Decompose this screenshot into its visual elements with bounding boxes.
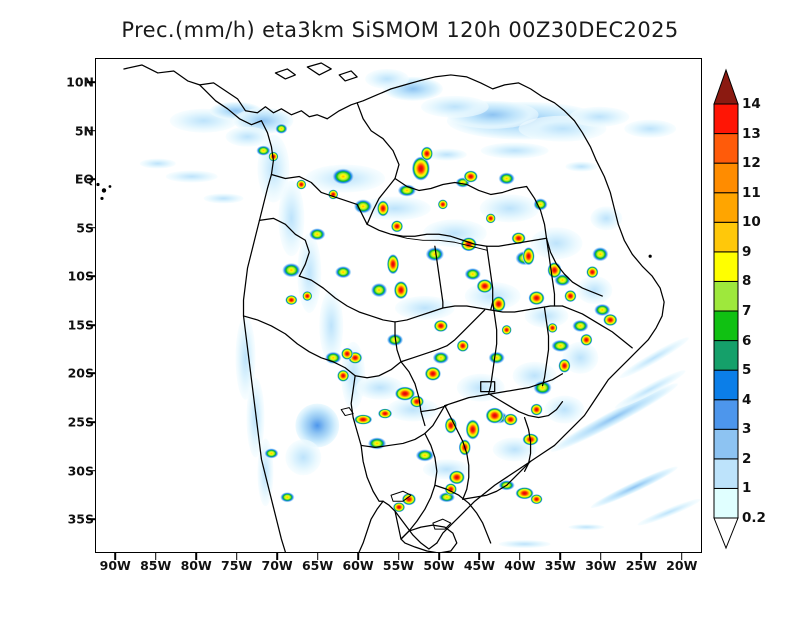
colorbar-band <box>713 192 739 223</box>
x-axis-tick-label: 70W <box>261 558 293 573</box>
x-axis-tick-label: 65W <box>301 558 334 573</box>
y-axis-tick-label: 35S <box>67 511 94 527</box>
x-axis-tick-mark <box>640 553 643 560</box>
fernando-de-noronha <box>648 254 652 258</box>
x-axis-tick-mark <box>357 553 359 560</box>
y-axis-tick-label: 10S <box>67 268 94 284</box>
y-axis-tick-label: 20S <box>67 365 94 381</box>
x-axis-tick-label: 50W <box>423 558 455 573</box>
colorbar-tick-label: 11 <box>742 184 761 201</box>
y-axis-tick-mark <box>87 178 95 181</box>
y-axis-tick-mark <box>87 275 95 278</box>
colorbar-band <box>713 251 739 282</box>
colorbar-tick-label: 8 <box>742 273 752 290</box>
colorbar-tick-label: 2 <box>742 450 752 467</box>
y-axis-tick-mark <box>87 129 95 132</box>
x-axis-tick-label: 55W <box>382 558 415 573</box>
x-axis-tick-label: 20W <box>666 558 698 573</box>
map-coastlines <box>123 62 665 552</box>
colorbar-band <box>713 280 739 312</box>
y-axis-tick-label: 25S <box>67 414 94 430</box>
x-axis-tick-label: 85W <box>140 558 172 573</box>
x-axis-tick-label: 25W <box>625 558 657 573</box>
x-axis-tick-mark <box>519 553 521 560</box>
x-axis-tick-mark <box>114 553 117 560</box>
colorbar-tick-label: 14 <box>742 96 761 112</box>
colorbar-tick-label: 13 <box>742 125 761 142</box>
precip-layer-light <box>139 68 701 549</box>
x-axis-tick-label: 60W <box>342 558 374 573</box>
colorbar-tick-label: 12 <box>742 155 761 172</box>
colorbar <box>713 68 739 550</box>
x-axis-tick-mark <box>478 553 481 560</box>
x-axis-tick-label: 40W <box>504 558 536 573</box>
x-axis-tick-label: 35W <box>544 558 576 573</box>
colorbar-swatches <box>713 68 739 550</box>
colorbar-band <box>713 340 739 371</box>
y-axis-tick-label: 5S <box>76 220 94 236</box>
x-axis-tick-mark <box>559 553 562 560</box>
x-axis-tick-mark <box>316 553 319 560</box>
colorbar-over-arrow <box>713 68 739 105</box>
colorbar-band <box>713 399 739 430</box>
colorbar-band <box>713 310 739 342</box>
colorbar-tick-label: 9 <box>742 243 752 260</box>
x-axis-tick-mark <box>680 553 683 560</box>
colorbar-under-arrow <box>713 517 739 550</box>
x-axis-tick-label: 45W <box>463 558 496 573</box>
x-axis-tick-mark <box>154 553 157 560</box>
y-axis-tick-label: EQ <box>74 171 94 187</box>
colorbar-tick-label: 4 <box>742 391 752 408</box>
y-axis-tick-mark <box>87 81 95 84</box>
colorbar-tick-label: 7 <box>742 303 752 319</box>
x-axis-tick-mark <box>600 553 602 560</box>
x-axis-tick-label: 30W <box>585 558 617 573</box>
map-plot-area <box>95 58 702 553</box>
y-axis-tick-label: 10N <box>66 74 94 90</box>
y-axis-tick-mark <box>87 469 95 472</box>
x-axis-tick-mark <box>276 553 278 560</box>
colorbar-tick-label: 1 <box>742 480 752 497</box>
y-axis-tick-label: 15S <box>67 317 94 333</box>
galapagos-islands <box>96 182 112 201</box>
precip-layer-heavy <box>268 146 618 513</box>
x-axis-tick-label: 80W <box>180 558 212 573</box>
colorbar-tick-label: 0.2 <box>742 510 766 526</box>
colorbar-tick-label: 10 <box>742 214 761 231</box>
colorbar-band <box>713 369 739 401</box>
colorbar-band <box>713 458 739 489</box>
x-axis-tick-mark <box>438 553 440 560</box>
y-axis-tick-mark <box>87 372 95 375</box>
x-axis-tick-mark <box>397 553 400 560</box>
colorbar-tick-label: 5 <box>742 362 752 379</box>
y-axis-tick-mark <box>87 324 95 326</box>
colorbar-band <box>713 428 739 460</box>
colorbar-band <box>713 162 739 194</box>
y-axis-tick-label: 5N <box>74 123 94 139</box>
colorbar-tick-label: 3 <box>742 421 752 438</box>
y-axis-tick-mark <box>87 227 95 229</box>
y-axis-tick-mark <box>87 518 95 520</box>
colorbar-band <box>713 103 739 135</box>
x-axis-tick-label: 90W <box>99 558 131 573</box>
colorbar-band <box>713 221 739 253</box>
y-axis-tick-mark <box>87 421 95 423</box>
colorbar-band <box>713 487 739 519</box>
y-axis-tick-label: 30S <box>67 463 94 478</box>
map-canvas <box>96 59 701 552</box>
page-title: Prec.(mm/h) eta3km SiSMOM 120h 00Z30DEC2… <box>121 18 679 42</box>
x-axis-tick-mark <box>195 553 197 560</box>
x-axis-tick-mark <box>235 553 238 560</box>
colorbar-tick-label: 6 <box>742 332 752 349</box>
x-axis-tick-label: 75W <box>221 558 253 573</box>
colorbar-band <box>713 133 739 164</box>
